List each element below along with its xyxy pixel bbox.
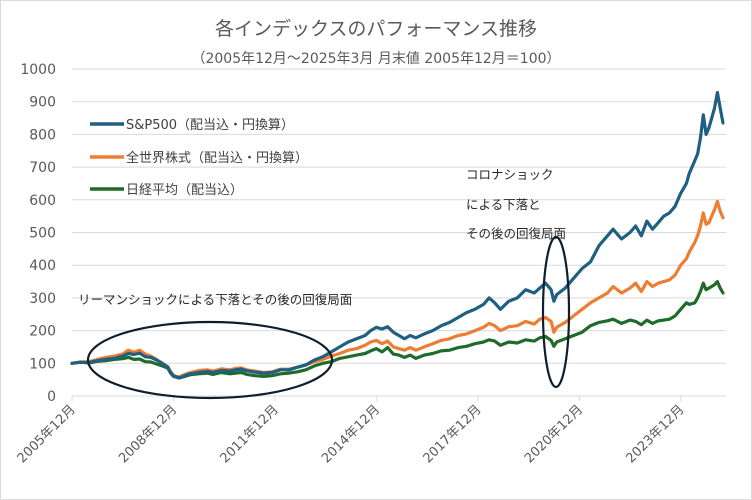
x-tick-label: 2011年12月 — [218, 402, 282, 466]
x-tick-label: 2017年12月 — [421, 402, 485, 466]
annotations: リーマンショックによる下落とその後の回復局面 コロナショック による下落と その… — [78, 167, 571, 400]
annotation-covid-line-1: コロナショック — [466, 167, 554, 182]
chart-subtitle: （2005年12月～2025年3月 月末値 2005年12月＝100） — [191, 51, 561, 67]
y-tick-label: 600 — [29, 193, 56, 209]
x-tick-label: 2020年12月 — [522, 402, 586, 466]
annotation-ellipse-lehman — [86, 320, 334, 400]
legend: S&P500（配当込・円換算） 全世界株式（配当込・円換算） 日経平均（配当込） — [90, 118, 308, 198]
y-tick-label: 1000 — [20, 62, 56, 78]
legend-label-nikkei: 日経平均（配当込） — [126, 183, 243, 198]
gridlines — [72, 68, 726, 397]
annotation-covid-line-2: による下落と — [466, 197, 541, 212]
chart-title: 各インデックスのパフォーマンス推移 — [214, 18, 538, 40]
y-tick-label: 700 — [29, 160, 56, 176]
x-tick-label: 2005年12月 — [15, 402, 79, 466]
legend-label-sp500: S&P500（配当込・円換算） — [126, 118, 294, 133]
annotation-covid-line-3: その後の回復局面 — [466, 226, 566, 241]
annotation-ellipse-covid — [541, 235, 571, 389]
y-axis-ticks: 0 100 200 300 400 500 600 700 800 900 1000 — [20, 62, 56, 405]
y-tick-label: 0 — [47, 389, 56, 405]
x-tick-label: 2023年12月 — [623, 402, 687, 466]
series-line-world — [70, 199, 725, 379]
y-tick-label: 500 — [29, 226, 56, 242]
y-tick-label: 800 — [29, 127, 56, 143]
series-lines — [70, 90, 725, 380]
y-tick-label: 400 — [29, 258, 56, 274]
legend-label-world: 全世界株式（配当込・円換算） — [126, 150, 308, 166]
y-tick-label: 200 — [29, 324, 56, 340]
y-tick-label: 300 — [29, 291, 56, 307]
annotation-lehman: リーマンショックによる下落とその後の回復局面 — [78, 292, 352, 307]
y-tick-label: 100 — [29, 356, 56, 372]
series-line-sp500 — [70, 90, 725, 380]
x-axis-ticks: 2005年12月 2008年12月 2011年12月 2014年12月 2017年12月… — [15, 396, 688, 466]
x-tick-label: 2014年12月 — [319, 402, 383, 466]
x-tick-label: 2008年12月 — [116, 402, 180, 466]
y-tick-label: 900 — [29, 95, 56, 111]
